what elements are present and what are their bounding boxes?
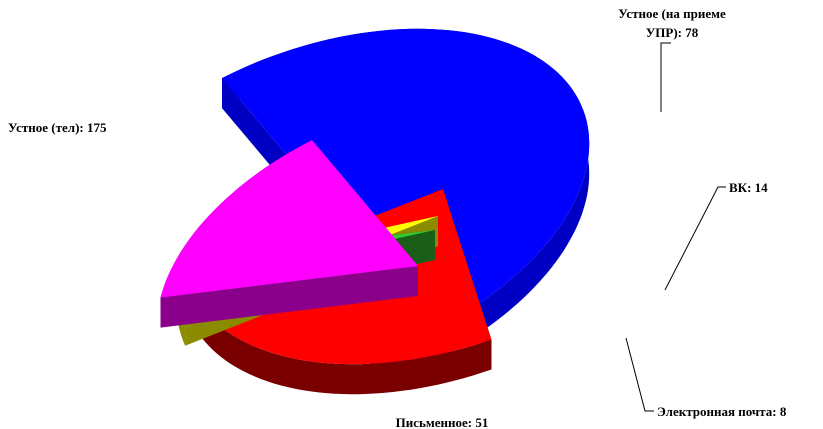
leader-line-upr (660, 42, 671, 112)
leader-line-email (625, 337, 654, 412)
pie-slices (160, 28, 590, 395)
slice-side-1 (190, 288, 492, 395)
label-upr-line2: УПР): 78 (646, 25, 699, 40)
slice-side-0 (222, 28, 590, 385)
label-email: Электронная почта: 8 (657, 404, 787, 419)
slice-top-4 (160, 140, 418, 298)
label-written: Письменное: 51 (396, 415, 489, 429)
label-upr-line1: Устное (на приеме (618, 6, 726, 21)
slice-4 (160, 140, 418, 328)
label-phone: Устное (тел): 175 (8, 120, 107, 135)
slice-edge-4-0 (160, 266, 418, 328)
data-labels: Устное (тел): 175 Устное (на приеме УПР)… (8, 6, 787, 429)
leader-line-vk (664, 186, 726, 291)
leader-lines (625, 42, 726, 412)
label-vk: ВК: 14 (729, 180, 768, 195)
slice-top-0 (222, 28, 590, 355)
